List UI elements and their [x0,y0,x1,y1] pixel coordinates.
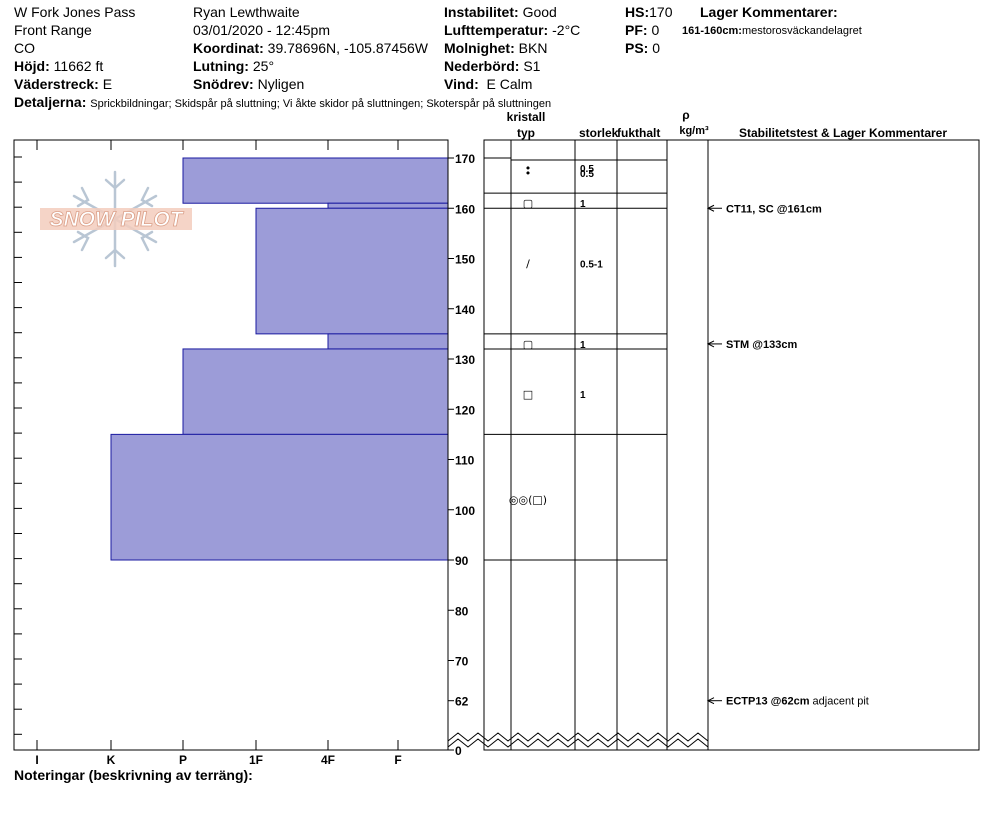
drift-value: Nyligen [257,76,305,92]
test-label: CT11, SC @161cm [726,203,822,215]
test-text: ECTP13 @62cm [726,696,810,708]
range: Front Range [14,22,92,38]
grain-symbol: • [525,162,532,175]
depth-tick-label: 160 [455,202,475,216]
depth-tick-label: 140 [455,303,475,317]
elevation-value: 11662 ft [53,58,104,74]
wind-row: Vind: E Calm [444,76,533,92]
depth-tick-label: 62 [455,695,469,709]
col-crystal: kristall [507,110,546,124]
test-label: ECTP13 @62cm adjacent pit [726,696,869,708]
hardness-bar [255,207,449,335]
hardness-tick-label: 4F [321,753,335,767]
hardness-tick-label: F [394,753,401,767]
hardness-tick-label: P [179,753,187,767]
aspect-value: E [102,76,113,92]
grain-symbol: ▢ [523,197,533,210]
hardness-bar [327,333,449,350]
observer: Ryan Lewthwaite [193,4,300,20]
table-frame [483,139,980,751]
test-note: adjacent pit [810,696,869,708]
depth-tick-label: 110 [455,454,475,468]
snowpilot-logo: SNOW PILOT [40,170,192,268]
pf-row: PF: 0 [625,22,660,38]
depth-tick-label: 150 [455,253,475,267]
hardness-axis: I K P 1F 4F F [14,140,402,767]
grain-symbol: • [525,167,532,180]
depth-tick-label: 0 [455,744,462,758]
layer-comment: 161-160cm:mestorosväckandelagret [682,25,862,37]
depth-tick-label: 130 [455,353,475,367]
axis-break [447,732,709,742]
details-value: Sprickbildningar; Skidspår på sluttning;… [90,98,552,110]
stability-tests: CT11, SC @161cm STM @133cm ECTP13 @62cm ad… [706,203,869,708]
depth-tick-label: 100 [455,504,475,518]
datetime: 03/01/2020 - 12:45pm [193,22,330,38]
test-label: STM @133cm [726,339,797,351]
col-typ: typ [517,126,535,140]
elevation-row: Höjd: 11662 ft [14,58,104,74]
stability-row: Instabilitet: Good [444,4,557,20]
precip-row: Nederbörd: S1 [444,58,541,74]
test-arrowhead [706,340,715,348]
col-moisture: fukthalt [617,126,660,140]
ps-row: PS: 0 [625,40,661,56]
grain-table: • 0.5 • 0.5 ▢ 1 / 0.5-1 ▢ 1 □ 1 ◎◎(□) [447,139,980,751]
hardness-bar [182,348,449,435]
details-row: Detaljerna: Sprickbildningar; Skidspår p… [14,94,552,110]
grain-size: 1 [580,199,586,210]
hardness-bar [327,202,449,209]
hs-row: HS:170 [625,4,673,20]
state: CO [14,40,35,56]
grain-size: 1 [580,390,586,401]
airtemp-row: Lufttemperatur: -2°C [444,22,581,38]
hardness-bar [110,433,449,561]
slope-row: Lutning: 25° [193,58,275,74]
depth-tick-label: 120 [455,403,475,417]
col-size: storlek [579,126,619,140]
hardness-tick-label: K [107,753,116,767]
col-stability: Stabilitetstest & Lager Kommentarer [739,126,947,140]
notes-label: Noteringar (beskrivning av terräng): [14,767,253,783]
test-text: CT11, SC @161cm [726,203,822,215]
hardness-frame [13,139,449,751]
depth-tick-label: 70 [455,655,469,669]
grain-symbol: / [526,258,530,271]
col-rho: ρ [682,108,689,122]
grain-symbol: ▢ [523,338,533,351]
axis-break [447,738,709,748]
grain-size: 0.5 [580,164,594,175]
hardness-tick-label: 1F [249,753,263,767]
coordinates-value: 39.78696N, -105.87456W [267,40,428,56]
test-text: STM @133cm [726,339,797,351]
col-density-unit: kg/m³ [679,125,709,137]
hardness-tick-label: I [35,753,38,767]
sky-row: Molnighet: BKN [444,40,548,56]
hardness-bar [182,157,449,204]
depth-tick-label: 80 [455,604,469,618]
aspect-row: Väderstreck: E [14,76,113,92]
logo-text: SNOW PILOT [50,208,185,231]
hardness-bars [110,157,449,561]
grain-size: 0.5 [580,169,594,180]
grain-symbol: ◎◎(□) [509,494,547,507]
test-arrowhead [706,697,715,705]
depth-axis: 170 160 150 140 130 120 110 100 90 80 70 62 0 [448,152,475,758]
slope-value: 25° [252,58,275,74]
grain-symbol: □ [523,388,533,401]
grain-size: 0.5-1 [580,260,603,271]
grain-size: 1 [580,340,586,351]
depth-tick-label: 90 [455,554,469,568]
location: W Fork Jones Pass [14,4,136,20]
depth-tick-label: 170 [455,152,475,166]
drift-row: Snödrev: Nyligen [193,76,305,92]
layer-comments-label: Lager Kommentarer: [700,4,838,20]
test-arrowhead [706,204,715,212]
coordinates-row: Koordinat: 39.78696N, -105.87456W [193,40,428,56]
